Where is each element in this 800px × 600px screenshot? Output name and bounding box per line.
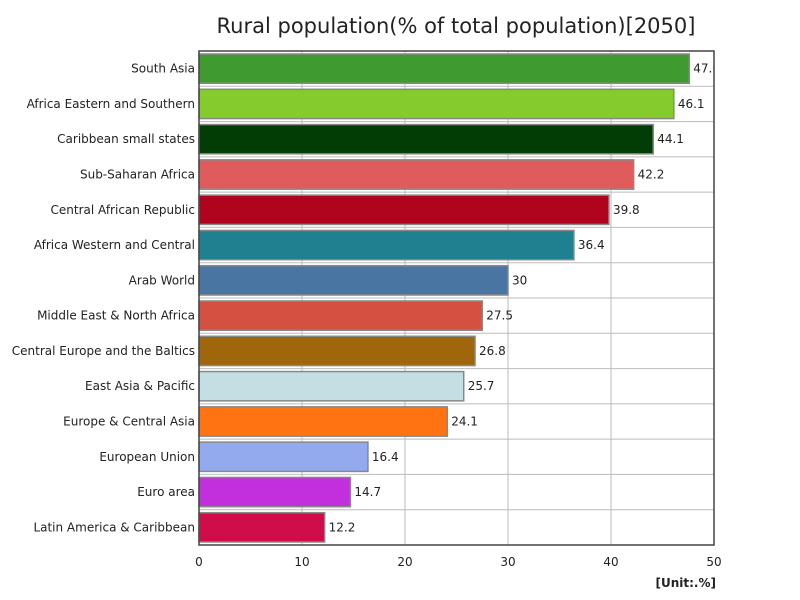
bar [198, 300, 483, 332]
x-tick-label: 10 [294, 555, 309, 569]
bar [198, 88, 675, 120]
value-label: 14.7 [354, 485, 381, 499]
value-label: 24.1 [451, 415, 478, 429]
category-label: East Asia & Pacific [85, 379, 195, 393]
category-label: Arab World [129, 273, 195, 287]
unit-label: [Unit:.%] [655, 576, 717, 590]
bar [198, 264, 509, 296]
category-label: South Asia [131, 62, 195, 76]
bar [198, 194, 610, 226]
bars [198, 53, 691, 543]
value-label: 36.4 [578, 238, 605, 252]
category-label: European Union [99, 450, 195, 464]
bar [198, 441, 369, 473]
category-label: Europe & Central Asia [63, 415, 195, 429]
value-label: 26.8 [479, 344, 506, 358]
category-label: Middle East & North Africa [37, 309, 195, 323]
category-label: Central African Republic [51, 203, 195, 217]
x-tick-label: 30 [500, 555, 515, 569]
category-label: Africa Western and Central [34, 238, 195, 252]
bar [198, 229, 575, 261]
bar [198, 406, 448, 437]
category-labels: South Asia Africa Eastern and Southern Car… [12, 62, 195, 535]
value-label: 47.6 [693, 62, 720, 76]
value-label: 30 [512, 273, 527, 287]
bar [198, 370, 465, 402]
category-label: Central Europe and the Baltics [12, 344, 195, 358]
bar [198, 123, 654, 155]
value-label: 44.1 [657, 132, 684, 146]
value-label: 39.8 [613, 203, 640, 217]
x-axis-ticks: 0 10 20 30 40 50 [195, 555, 721, 569]
value-label: 46.1 [678, 97, 705, 111]
value-labels: 47.6 46.1 44.1 42.2 39.8 36.4 30 27.5 26.8 25.7 24… [329, 62, 720, 535]
chart-title: Rural population(% of total population)[… [216, 14, 696, 38]
category-label: Sub-Saharan Africa [80, 168, 195, 182]
x-tick-label: 50 [706, 555, 721, 569]
bar [198, 335, 476, 367]
value-label: 25.7 [468, 379, 495, 393]
value-label: 16.4 [372, 450, 399, 464]
value-label: 42.2 [638, 168, 665, 182]
bar [198, 53, 691, 85]
bar [198, 159, 635, 190]
plot-frame [198, 50, 715, 546]
value-label: 27.5 [486, 309, 513, 323]
category-label: Caribbean small states [57, 132, 195, 146]
x-tick-label: 20 [397, 555, 412, 569]
category-label: Euro area [137, 485, 195, 499]
value-label: 12.2 [329, 520, 356, 534]
bar [198, 476, 352, 508]
category-label: Africa Eastern and Southern [27, 97, 195, 111]
x-tick-label: 0 [195, 555, 203, 569]
x-tick-label: 40 [603, 555, 618, 569]
bar [198, 511, 326, 543]
category-label: Latin America & Caribbean [33, 520, 195, 534]
